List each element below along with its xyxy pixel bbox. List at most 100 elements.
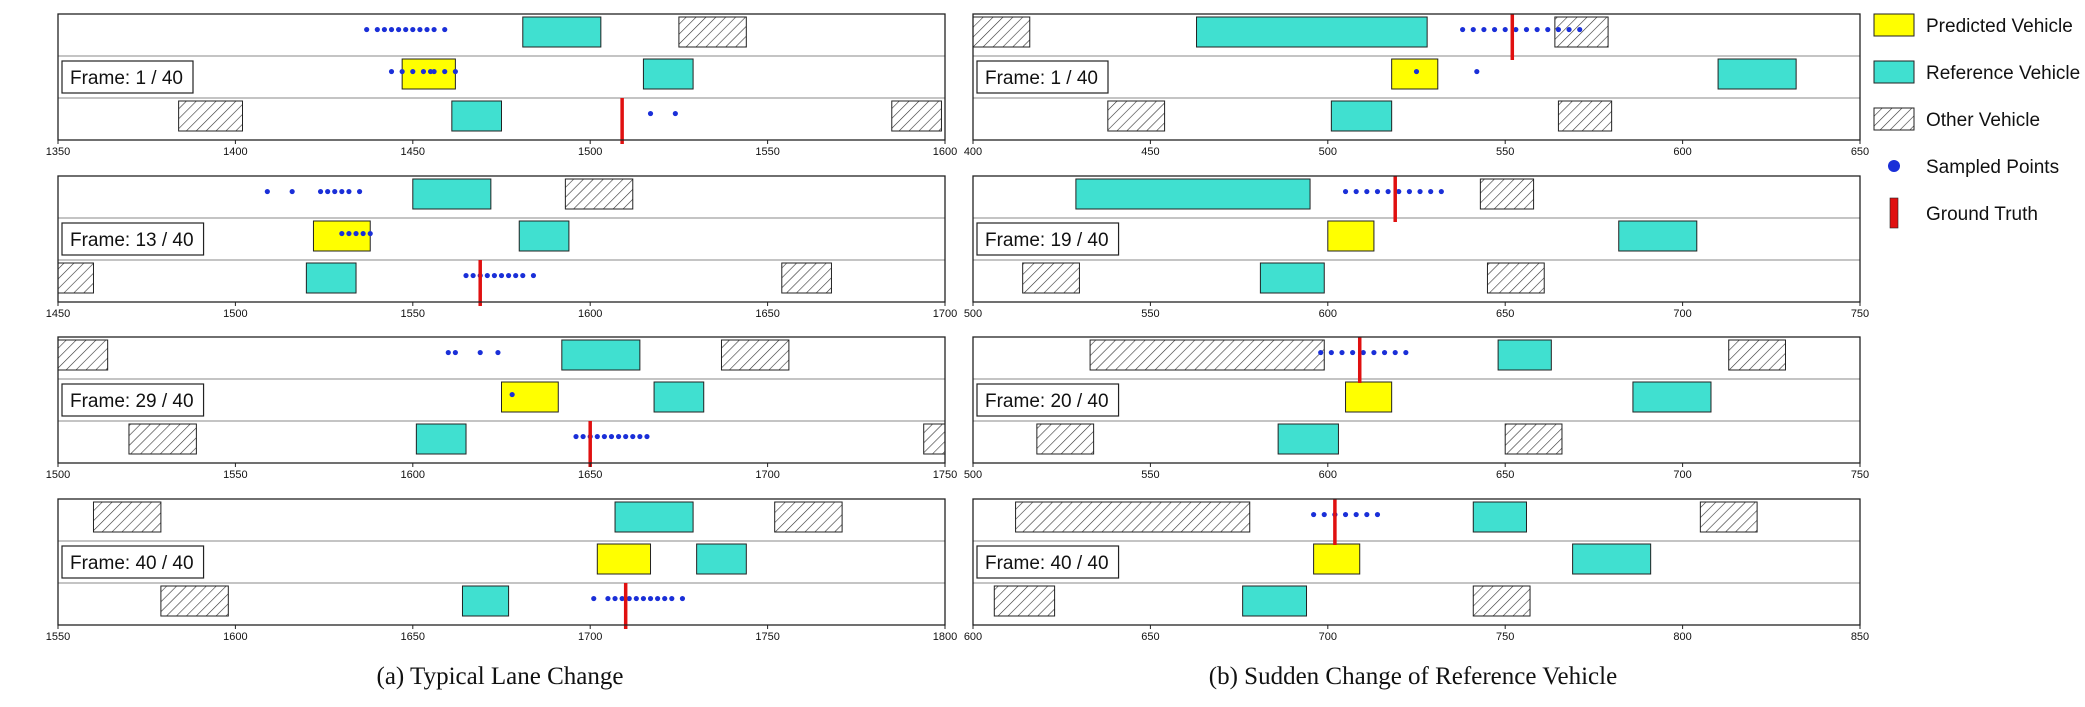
x-tick-label: 1700 [933,308,957,320]
other-vehicle [160,585,229,617]
sampled-point [420,68,427,75]
sampled-point [1374,511,1381,518]
x-tick-label: 1700 [578,631,602,643]
x-tick-label: 500 [964,308,982,320]
other-vehicle [1554,16,1609,48]
other-vehicle [720,339,790,371]
x-tick-label: 1600 [223,631,247,643]
sampled-point [427,68,434,75]
frame-label-box [976,60,1109,94]
lane-panel-a-3: Frame: 40 / 40 1550 1600 1650 1700 1750 1800 [46,498,957,643]
sampled-point [339,188,345,195]
reference-vehicle [1259,262,1325,294]
sampled-point [669,595,675,602]
x-tick-label: 1550 [401,308,425,320]
legend-label: Predicted Vehicle [1926,16,2073,37]
x-tick-label: 500 [1319,146,1337,158]
sampled-swatch [1888,160,1900,172]
sampled-point [1403,349,1409,356]
predicted-vehicle [401,58,456,90]
sampled-point [353,230,359,237]
reference-vehicle [1497,339,1552,371]
sampled-point [1396,188,1402,195]
panel-content [58,339,945,455]
sampled-point [1417,188,1423,195]
reference-vehicle [1330,100,1393,132]
sampled-point [1406,188,1413,195]
lane-panel-b-0: Frame: 1 / 40 400 450 500 550 600 650 [964,13,1869,158]
sampled-point [601,433,607,440]
x-tick-label: 650 [1851,146,1869,158]
sampled-point [520,272,526,279]
sampled-point [495,349,501,356]
sampled-point [491,272,498,279]
sampled-point [463,272,469,279]
x-tick-label: 1550 [46,631,70,643]
frame-label-box [61,222,205,256]
sampled-point [647,110,654,117]
sampled-point [1460,26,1466,33]
x-tick-label: 1800 [933,631,957,643]
x-tick-label: 1500 [223,308,247,320]
sampled-point [594,433,600,440]
sampled-point [356,188,363,195]
sampled-point [1360,349,1366,356]
x-tick-label: 700 [1319,631,1337,643]
sampled-point [339,230,345,237]
predicted-vehicle [501,381,559,413]
legend: Predicted Vehicle Reference Vehicle Other … [1873,13,2080,229]
other-vehicle [1036,423,1095,455]
x-tick-label: 600 [1673,146,1691,158]
legend-label: Other Vehicle [1926,110,2040,131]
other-vehicle [1472,585,1531,617]
sampled-point [424,26,430,33]
reference-vehicle [1196,16,1428,48]
sampled-point [1364,511,1370,518]
sampled-point [445,349,451,356]
sampled-point [1513,26,1519,33]
sampled-point [410,26,416,33]
sampled-point [452,68,458,75]
sampled-point [530,272,537,279]
sampled-point [374,26,380,33]
lane-panel-a-1: Frame: 13 / 40 1450 1500 1550 1600 1650 1700 [46,175,957,320]
other-vehicle [923,423,945,455]
sampled-point [1328,349,1334,356]
other-vehicle [178,100,243,132]
reference-vehicle [451,100,503,132]
x-tick-label: 700 [1673,469,1691,481]
panel-border [972,498,1861,626]
other-vehicle [1089,339,1325,371]
reference-vehicle [1572,543,1652,575]
sampled-point [381,26,388,33]
sampled-point [672,110,678,117]
panel-border [972,13,1861,141]
sampled-point [417,26,423,33]
panel-content [973,16,1797,132]
sampled-point [325,188,331,195]
sampled-point [580,433,586,440]
panel-content [993,501,1758,617]
sampled-point [605,595,611,602]
frame-label: Frame: 29 / 40 [70,391,194,412]
legend-item-sampled: Sampled Points [1888,157,2059,178]
legend-label: Ground Truth [1926,204,2038,225]
sampled-point [431,26,437,33]
other-vehicle [1015,501,1251,533]
sampled-point [505,272,512,279]
legend-item-truth: Ground Truth [1889,197,2038,229]
other-vehicle [781,262,832,294]
legend-item-reference: Reference Vehicle [1873,60,2080,84]
panel-content [58,178,832,294]
x-tick-label: 750 [1851,308,1869,320]
sampled-point [452,349,458,356]
x-tick-label: 1600 [401,469,425,481]
reference-vehicle [305,262,357,294]
sampled-point [647,595,654,602]
sampled-point [442,26,448,33]
sampled-point [1321,511,1327,518]
x-tick-label: 1450 [46,308,70,320]
x-tick-label: 1650 [755,308,779,320]
x-tick-label: 550 [1141,469,1159,481]
